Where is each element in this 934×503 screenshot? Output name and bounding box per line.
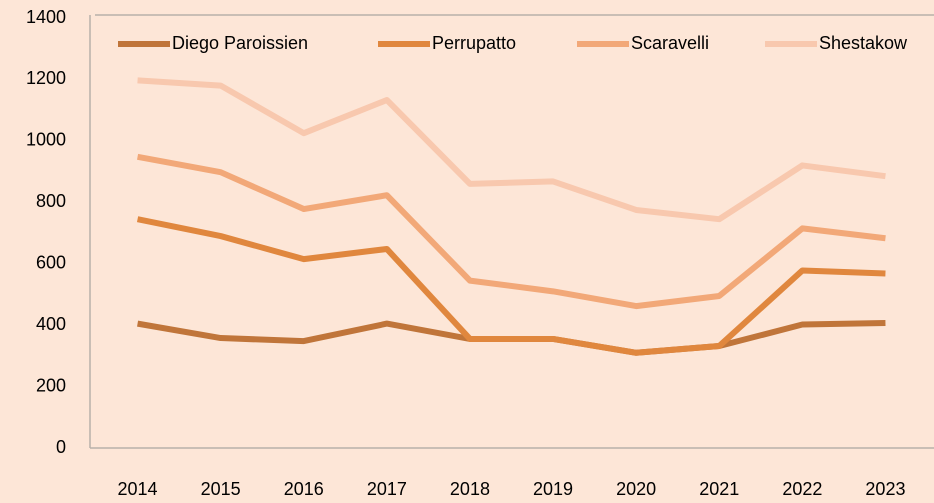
y-tick-label: 600 — [36, 252, 66, 272]
x-tick-label: 2020 — [616, 479, 656, 499]
series-line — [137, 153, 886, 310]
x-tick-label: 2019 — [533, 479, 573, 499]
legend-label: Perrupatto — [432, 33, 516, 53]
y-tick-label: 1400 — [26, 7, 66, 27]
x-tick-label: 2018 — [450, 479, 490, 499]
y-tick-label: 1200 — [26, 68, 66, 88]
legend-label: Diego Paroissien — [172, 33, 308, 53]
x-tick-label: 2016 — [284, 479, 324, 499]
x-tick-label: 2015 — [201, 479, 241, 499]
y-tick-label: 800 — [36, 191, 66, 211]
x-tick-label: 2017 — [367, 479, 407, 499]
x-tick-label: 2021 — [699, 479, 739, 499]
series-line — [137, 77, 886, 223]
x-tick-label: 2014 — [118, 479, 158, 499]
y-tick-label: 0 — [56, 437, 66, 457]
x-tick-label: 2022 — [782, 479, 822, 499]
y-tick-label: 400 — [36, 314, 66, 334]
x-tick-label: 2023 — [865, 479, 905, 499]
y-tick-label: 200 — [36, 375, 66, 395]
y-tick-label: 1000 — [26, 130, 66, 150]
legend-label: Shestakow — [819, 33, 908, 53]
series-line — [136, 216, 886, 356]
legend-label: Scaravelli — [631, 33, 709, 53]
